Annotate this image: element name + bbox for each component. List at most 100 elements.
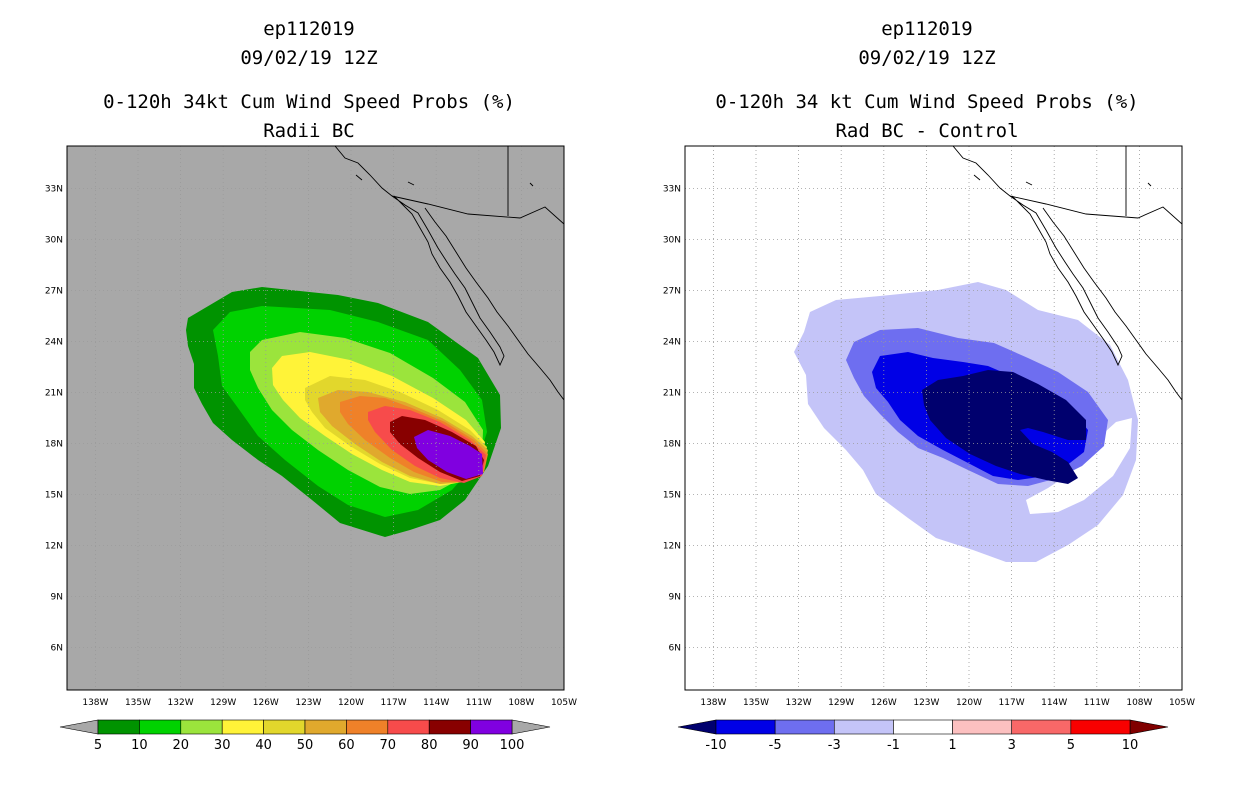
x-tick-label: 120W [338,698,364,708]
colorbar-label: 80 [421,738,438,753]
right-chart-svg: 138W 135W 132W 129W 126W 123W 120W 117W 114W 111W… [663,145,1195,753]
colorbar-end-left [59,719,99,735]
coastline-california [334,146,505,367]
coastline-gulf-east [424,207,564,401]
y-tick-label: 24N [45,338,63,348]
colorbar-segment [180,719,223,735]
colorbar-label: -1 [887,738,900,753]
y-tick-label: 30N [663,236,681,246]
coastline-map [334,146,564,401]
plot-frame [66,145,565,691]
x-tick-label: 120W [956,698,982,708]
colorbar-label: 100 [500,738,525,753]
lat-lon-grid [685,146,1182,690]
colorbar-end-right [511,719,551,735]
x-axis-labels: 138W 135W 132W 129W 126W 123W 120W 117W 114W 111W… [700,698,1195,708]
coastline-map [952,146,1182,401]
colorbar-label: -5 [769,738,782,753]
difference-contours [794,282,1138,562]
x-tick-label: 117W [381,698,407,708]
panel-title-storm-id: ep112019 [263,18,355,40]
y-tick-label: 6N [669,644,681,654]
colorbar-segment [952,719,1013,735]
y-tick-label: 15N [663,491,681,501]
colorbar-label: 40 [255,738,272,753]
y-tick-label: 15N [45,491,63,501]
colorbar-segment [774,719,835,735]
colorbar-label: 3 [1008,738,1016,753]
y-tick-label: 21N [45,389,63,399]
y-tick-label: 18N [663,440,681,450]
colorbar-label: 70 [380,738,397,753]
contour-level-90 [414,430,483,479]
y-tick-label: 27N [663,287,681,297]
x-tick-label: 135W [125,698,151,708]
y-tick-label: 33N [663,185,681,195]
colorbar-segment [387,719,430,735]
panel-title-date: 09/02/19 12Z [858,47,996,69]
y-tick-label: 9N [669,593,681,603]
y-tick-label: 33N [45,185,63,195]
colorbar-label: 5 [94,738,102,753]
colorbar-label: 50 [297,738,314,753]
x-tick-label: 123W [295,698,321,708]
colorbar-segment [304,719,347,735]
colorbar-label: -10 [705,738,726,753]
colorbar-segment [428,719,471,735]
colorbar-segment [263,719,306,735]
lat-lon-grid [67,146,564,690]
x-tick-label: 132W [168,698,194,708]
x-tick-label: 135W [743,698,769,708]
x-tick-label: 105W [1169,698,1195,708]
x-tick-label: 129W [828,698,854,708]
contour-level-minus10 [922,370,1086,484]
x-tick-label: 111W [466,698,492,708]
colorbar-label: 30 [214,738,231,753]
colorbar-label: 20 [173,738,190,753]
coastline-gulf-east [1042,207,1182,401]
colorbar-label: -3 [828,738,841,753]
y-tick-label: 18N [45,440,63,450]
colorbar-segment [221,719,264,735]
x-tick-label: 123W [913,698,939,708]
colorbar-segment [139,719,182,735]
panel-title-product: 0-120h 34kt Cum Wind Speed Probs (%) [103,91,515,113]
colorbar-end-right [1129,719,1169,735]
panel-title-storm-id: ep112019 [881,18,973,40]
y-tick-label: 9N [51,593,63,603]
y-tick-label: 12N [663,542,681,552]
x-tick-label: 114W [1041,698,1067,708]
x-tick-label: 138W [700,698,726,708]
panel-title-product: 0-120h 34 kt Cum Wind Speed Probs (%) [715,91,1139,113]
panel-title-subtitle: Radii BC [263,120,355,142]
colorbar-label: 90 [462,738,479,753]
x-tick-label: 111W [1084,698,1110,708]
left-chart-svg: 138W 135W 132W 129W 126W 123W 120W 117W 114W 111W… [45,145,577,753]
x-tick-label: 117W [999,698,1025,708]
right-panel: ep112019 09/02/19 12Z 0-120h 34 kt Cum W… [618,0,1236,800]
panel-title-subtitle: Rad BC - Control [835,120,1019,142]
plot-frame [684,145,1183,691]
island-fragments [973,174,1152,187]
colorbar: 5 10 20 30 40 50 60 70 80 90 100 [59,719,551,753]
colorbar-segment [1011,719,1072,735]
island-fragments [355,174,534,187]
y-tick-label: 27N [45,287,63,297]
y-tick-label: 21N [663,389,681,399]
colorbar-segment [893,719,953,735]
colorbar-label: 60 [338,738,355,753]
us-mexico-border [1009,195,1182,225]
panel-title-date: 09/02/19 12Z [240,47,378,69]
x-tick-label: 138W [82,698,108,708]
y-tick-label: 30N [45,236,63,246]
coastline-california [952,146,1123,367]
us-mexico-border [391,195,564,225]
colorbar-segment [833,719,894,735]
y-tick-label: 6N [51,644,63,654]
x-tick-label: 114W [423,698,449,708]
y-tick-label: 12N [45,542,63,552]
left-panel: ep112019 09/02/19 12Z 0-120h 34kt Cum Wi… [45,18,577,753]
colorbar-segment [1070,719,1131,735]
colorbar: -10 -5 -3 -1 1 3 5 10 [677,719,1169,753]
colorbar-segment [470,719,513,735]
